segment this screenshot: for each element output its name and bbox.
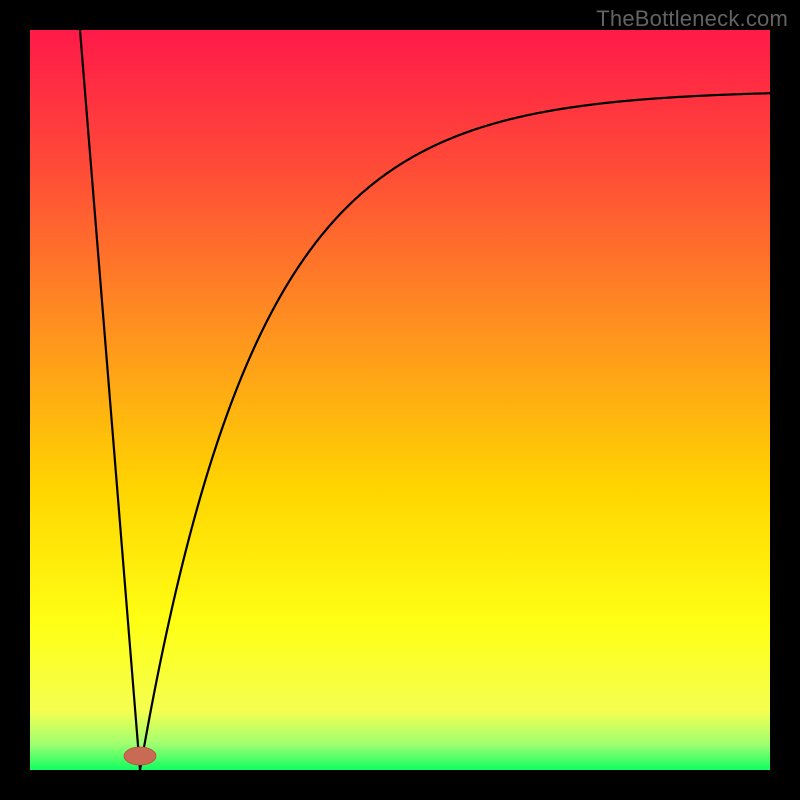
optimal-marker xyxy=(124,747,156,765)
watermark: TheBottleneck.com xyxy=(596,6,788,32)
plot-background xyxy=(30,30,770,770)
chart-svg xyxy=(0,0,800,800)
chart-container: TheBottleneck.com xyxy=(0,0,800,800)
